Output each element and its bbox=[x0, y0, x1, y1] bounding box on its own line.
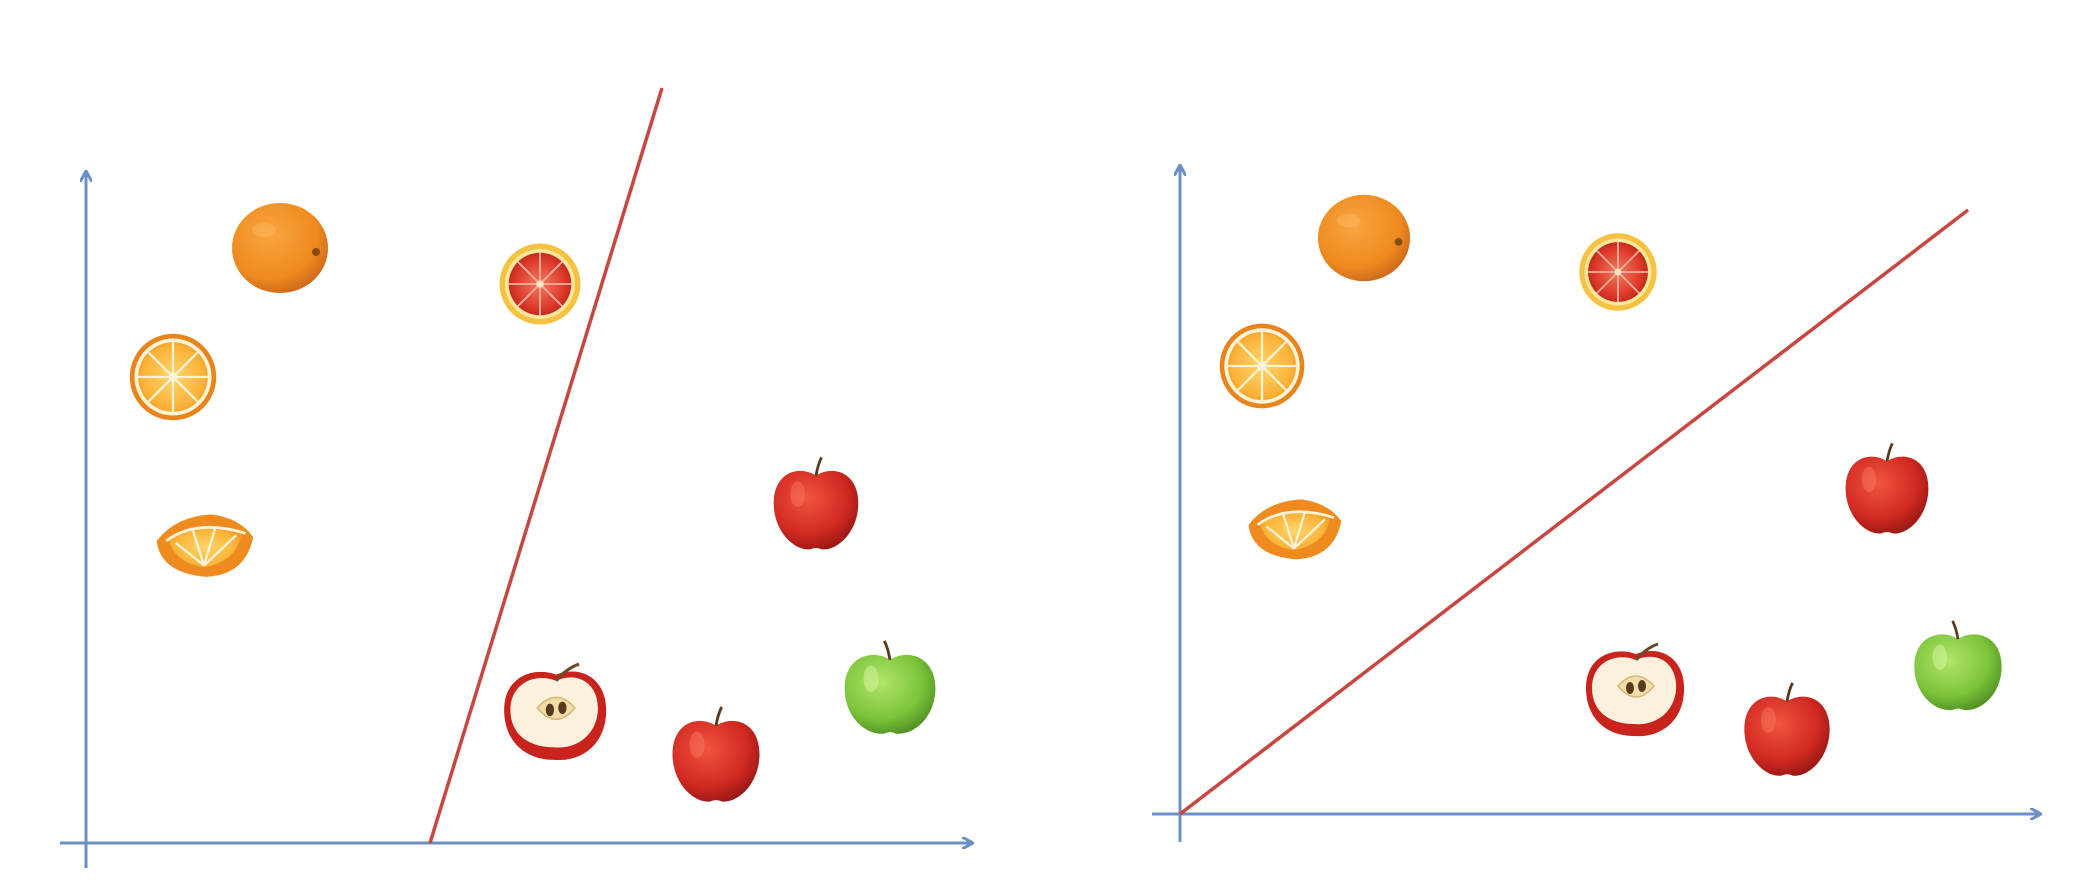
green-apple-icon bbox=[843, 639, 937, 736]
red-apple-icon bbox=[671, 705, 761, 804]
red-apple-icon bbox=[1742, 681, 1832, 778]
blood-orange-half-icon bbox=[498, 242, 582, 326]
red-apple-icon bbox=[772, 455, 860, 551]
red-apple-icon bbox=[1844, 442, 1930, 535]
blood-orange-half-icon bbox=[1578, 232, 1658, 312]
decision-boundary-line bbox=[1178, 208, 1970, 816]
apple-half-icon bbox=[1584, 642, 1686, 738]
orange-half-icon bbox=[1218, 322, 1306, 410]
panel-right bbox=[1152, 166, 2040, 842]
orange-wedge-icon bbox=[155, 512, 255, 579]
orange-whole-icon bbox=[1317, 194, 1411, 282]
apple-half-icon bbox=[502, 662, 608, 762]
orange-wedge-icon bbox=[1247, 497, 1343, 561]
green-apple-icon bbox=[1912, 619, 2004, 712]
panel-left bbox=[60, 87, 972, 868]
orange-whole-icon bbox=[232, 203, 328, 293]
decision-boundary-line bbox=[428, 87, 664, 844]
orange-half-icon bbox=[128, 332, 218, 422]
